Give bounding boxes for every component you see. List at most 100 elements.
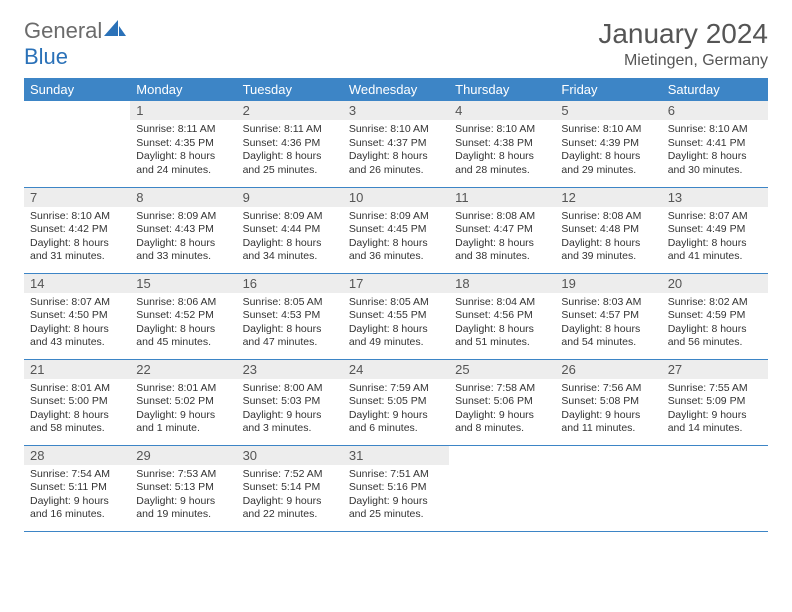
day-line: and 26 minutes. — [349, 164, 443, 178]
day-number: 25 — [449, 360, 555, 379]
day-number: 7 — [24, 188, 130, 207]
day-line: Sunset: 4:41 PM — [668, 137, 762, 151]
day-content: Sunrise: 8:05 AMSunset: 4:53 PMDaylight:… — [237, 293, 343, 355]
calendar-cell: 18Sunrise: 8:04 AMSunset: 4:56 PMDayligh… — [449, 273, 555, 359]
day-line: Daylight: 8 hours — [349, 323, 443, 337]
calendar-cell: 28Sunrise: 7:54 AMSunset: 5:11 PMDayligh… — [24, 445, 130, 531]
day-line: Daylight: 9 hours — [668, 409, 762, 423]
day-content: Sunrise: 7:54 AMSunset: 5:11 PMDaylight:… — [24, 465, 130, 527]
day-line: and 38 minutes. — [455, 250, 549, 264]
day-line: Daylight: 8 hours — [561, 150, 655, 164]
day-content: Sunrise: 7:56 AMSunset: 5:08 PMDaylight:… — [555, 379, 661, 441]
calendar-cell: 17Sunrise: 8:05 AMSunset: 4:55 PMDayligh… — [343, 273, 449, 359]
day-number: 4 — [449, 101, 555, 120]
day-number: 18 — [449, 274, 555, 293]
day-line: Sunrise: 7:55 AM — [668, 382, 762, 396]
logo-part1: General — [24, 18, 102, 43]
day-number: 19 — [555, 274, 661, 293]
weekday-header: Tuesday — [237, 78, 343, 101]
day-line: and 34 minutes. — [243, 250, 337, 264]
day-number — [662, 446, 768, 465]
day-line: and 24 minutes. — [136, 164, 230, 178]
day-line: Sunset: 4:43 PM — [136, 223, 230, 237]
day-line: Sunset: 4:44 PM — [243, 223, 337, 237]
day-line: Daylight: 8 hours — [243, 323, 337, 337]
calendar-cell: 15Sunrise: 8:06 AMSunset: 4:52 PMDayligh… — [130, 273, 236, 359]
calendar-cell — [662, 445, 768, 531]
calendar-week: 14Sunrise: 8:07 AMSunset: 4:50 PMDayligh… — [24, 273, 768, 359]
day-content: Sunrise: 8:10 AMSunset: 4:39 PMDaylight:… — [555, 120, 661, 182]
day-line: Sunrise: 8:10 AM — [30, 210, 124, 224]
calendar-cell — [555, 445, 661, 531]
day-content: Sunrise: 8:09 AMSunset: 4:44 PMDaylight:… — [237, 207, 343, 269]
calendar-cell — [449, 445, 555, 531]
day-line: Sunrise: 7:53 AM — [136, 468, 230, 482]
day-line: Sunrise: 8:09 AM — [349, 210, 443, 224]
day-content: Sunrise: 7:52 AMSunset: 5:14 PMDaylight:… — [237, 465, 343, 527]
day-content: Sunrise: 8:10 AMSunset: 4:38 PMDaylight:… — [449, 120, 555, 182]
day-line: Sunset: 5:03 PM — [243, 395, 337, 409]
day-line: Daylight: 8 hours — [349, 150, 443, 164]
day-line: Daylight: 8 hours — [30, 323, 124, 337]
day-number: 27 — [662, 360, 768, 379]
day-line: Sunrise: 8:08 AM — [455, 210, 549, 224]
weekday-header: Saturday — [662, 78, 768, 101]
day-line: Sunset: 5:09 PM — [668, 395, 762, 409]
day-number: 20 — [662, 274, 768, 293]
day-line: and 16 minutes. — [30, 508, 124, 522]
day-content: Sunrise: 8:08 AMSunset: 4:48 PMDaylight:… — [555, 207, 661, 269]
day-number: 24 — [343, 360, 449, 379]
header: GeneralBlue January 2024 Mietingen, Germ… — [24, 18, 768, 70]
day-line: Daylight: 8 hours — [30, 409, 124, 423]
day-line: Daylight: 9 hours — [349, 495, 443, 509]
day-line: Sunset: 4:56 PM — [455, 309, 549, 323]
day-line: Daylight: 8 hours — [668, 237, 762, 251]
calendar-cell: 27 Sunrise: 7:55 AMSunset: 5:09 PMDayligh… — [662, 359, 768, 445]
day-content: Sunrise: 8:00 AMSunset: 5:03 PMDaylight:… — [237, 379, 343, 441]
calendar-cell: 25Sunrise: 7:58 AMSunset: 5:06 PMDayligh… — [449, 359, 555, 445]
calendar-cell: 20Sunrise: 8:02 AMSunset: 4:59 PMDayligh… — [662, 273, 768, 359]
day-line: Daylight: 9 hours — [243, 409, 337, 423]
day-line: Sunset: 5:06 PM — [455, 395, 549, 409]
day-line: and 43 minutes. — [30, 336, 124, 350]
weekday-header: Sunday — [24, 78, 130, 101]
day-line: and 19 minutes. — [136, 508, 230, 522]
day-line: Sunset: 4:53 PM — [243, 309, 337, 323]
day-line: Sunset: 4:49 PM — [668, 223, 762, 237]
calendar-cell: 14Sunrise: 8:07 AMSunset: 4:50 PMDayligh… — [24, 273, 130, 359]
calendar-cell: 21Sunrise: 8:01 AMSunset: 5:00 PMDayligh… — [24, 359, 130, 445]
day-number: 12 — [555, 188, 661, 207]
calendar-cell: 16Sunrise: 8:05 AMSunset: 4:53 PMDayligh… — [237, 273, 343, 359]
day-number: 8 — [130, 188, 236, 207]
day-number: 3 — [343, 101, 449, 120]
day-line: Sunset: 5:11 PM — [30, 481, 124, 495]
day-content: Sunrise: 8:09 AMSunset: 4:43 PMDaylight:… — [130, 207, 236, 269]
day-number: 14 — [24, 274, 130, 293]
calendar-cell: 13Sunrise: 8:07 AMSunset: 4:49 PMDayligh… — [662, 187, 768, 273]
day-number: 31 — [343, 446, 449, 465]
day-line: Daylight: 8 hours — [455, 150, 549, 164]
day-line: Sunrise: 8:09 AM — [243, 210, 337, 224]
logo: GeneralBlue — [24, 18, 126, 70]
day-line: Sunset: 4:55 PM — [349, 309, 443, 323]
day-line: Daylight: 8 hours — [668, 323, 762, 337]
day-content: Sunrise: 8:03 AMSunset: 4:57 PMDaylight:… — [555, 293, 661, 355]
calendar-cell: 12Sunrise: 8:08 AMSunset: 4:48 PMDayligh… — [555, 187, 661, 273]
day-line: Sunset: 5:14 PM — [243, 481, 337, 495]
day-line: and 28 minutes. — [455, 164, 549, 178]
day-line: Sunset: 5:08 PM — [561, 395, 655, 409]
day-line: Sunrise: 7:52 AM — [243, 468, 337, 482]
day-content: Sunrise: 7:51 AMSunset: 5:16 PMDaylight:… — [343, 465, 449, 527]
day-line: Sunrise: 8:09 AM — [136, 210, 230, 224]
day-line: Sunrise: 8:02 AM — [668, 296, 762, 310]
day-line: and 49 minutes. — [349, 336, 443, 350]
day-line: and 30 minutes. — [668, 164, 762, 178]
logo-text: GeneralBlue — [24, 18, 126, 70]
day-line: and 3 minutes. — [243, 422, 337, 436]
day-line: and 29 minutes. — [561, 164, 655, 178]
calendar-cell: 3Sunrise: 8:10 AMSunset: 4:37 PMDaylight… — [343, 101, 449, 187]
day-number: 28 — [24, 446, 130, 465]
logo-sail-icon — [104, 18, 126, 44]
calendar-week: 7Sunrise: 8:10 AMSunset: 4:42 PMDaylight… — [24, 187, 768, 273]
day-line: Sunrise: 8:05 AM — [243, 296, 337, 310]
